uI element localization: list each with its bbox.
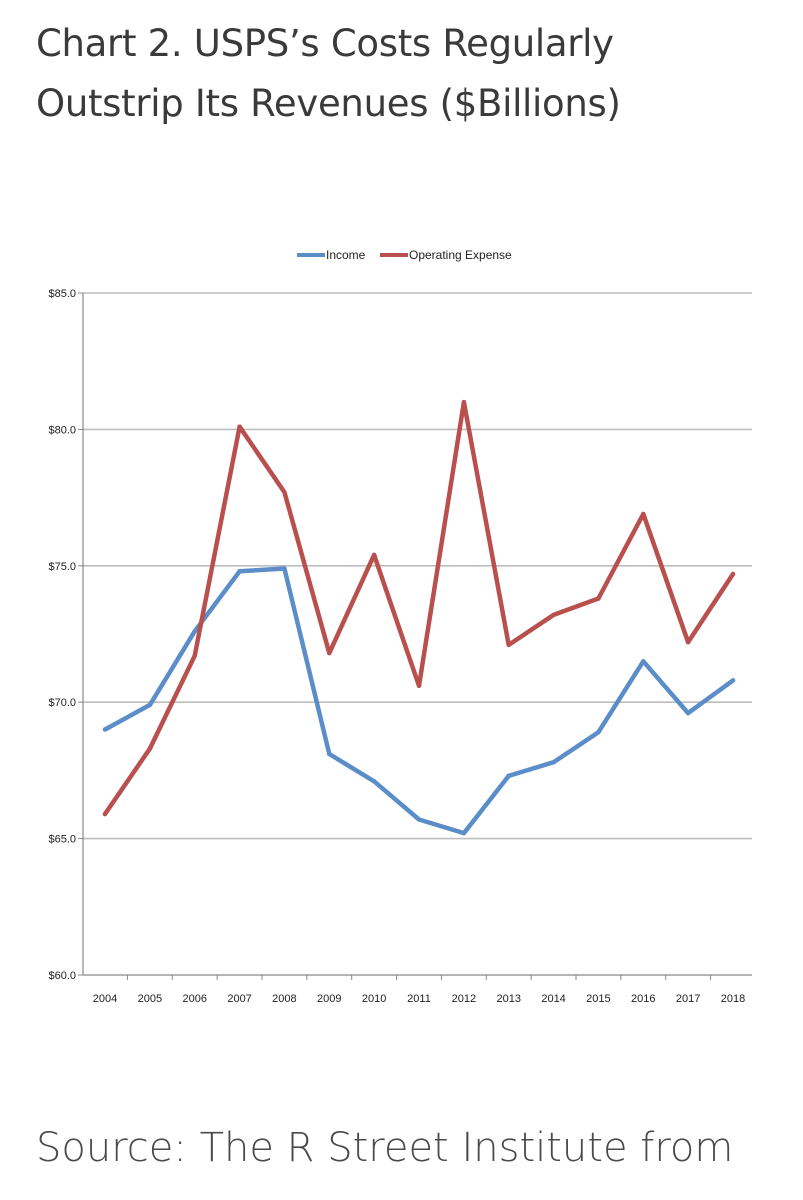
x-tick-label: 2017 xyxy=(676,993,700,1005)
x-tick-label: 2009 xyxy=(317,993,341,1005)
data-point xyxy=(416,817,422,822)
data-point xyxy=(282,566,287,571)
data-point xyxy=(192,653,197,659)
data-point xyxy=(282,489,287,495)
x-tick-label: 2007 xyxy=(227,993,251,1005)
data-point xyxy=(102,727,108,732)
x-tick-label: 2006 xyxy=(182,993,206,1005)
chart-title: Chart 2. USPS’s Costs Regularly Outstrip… xyxy=(36,14,776,134)
data-point xyxy=(147,702,153,708)
data-point xyxy=(461,830,467,836)
chart-title-line-2: Outstrip Its Revenues ($Billions) xyxy=(36,82,621,125)
data-point xyxy=(506,773,511,779)
x-tick-label: 2018 xyxy=(721,993,745,1005)
x-tick-label: 2014 xyxy=(541,993,565,1005)
x-axis-tick-labels: 2004 2005 2006 2007 2008 2009 2010 2011 2012 2013… xyxy=(93,993,745,1005)
y-tick-label: $85.0 xyxy=(48,288,76,300)
data-point xyxy=(551,612,556,618)
legend-label: Income xyxy=(326,248,366,262)
data-point xyxy=(596,596,601,601)
line-chart: Income Operating Expense $60.0$65.0$70.0$… xyxy=(48,248,752,1005)
data-point xyxy=(327,751,332,757)
data-point xyxy=(147,746,153,751)
series-line-operating-expense xyxy=(102,399,736,817)
data-point xyxy=(551,760,556,765)
data-point xyxy=(192,629,197,634)
data-point xyxy=(730,678,736,683)
x-tick-label: 2015 xyxy=(586,993,610,1005)
chart-legend: Income Operating Expense xyxy=(297,248,512,262)
data-point xyxy=(371,779,377,784)
series-line-income xyxy=(102,566,736,836)
data-point xyxy=(102,811,108,817)
chart-series xyxy=(102,399,736,836)
chart-title-line-1: Chart 2. USPS’s Costs Regularly xyxy=(36,22,614,65)
data-point xyxy=(685,710,691,716)
data-point xyxy=(641,659,646,664)
y-tick-label: $65.0 xyxy=(48,834,76,846)
x-tick-label: 2016 xyxy=(631,993,655,1005)
y-axis-tick-labels: $60.0 $65.0 $70.0 $75.0 $80.0 $85.0 xyxy=(48,288,76,982)
source-note: Source: The R Street Institute from xyxy=(36,1125,734,1171)
y-tick-label: $70.0 xyxy=(48,697,76,709)
data-point xyxy=(327,650,332,656)
y-tick-label: $80.0 xyxy=(48,424,76,436)
x-tick-label: 2013 xyxy=(496,993,520,1005)
y-tick-label: $75.0 xyxy=(48,561,76,573)
data-point xyxy=(371,552,377,558)
data-point xyxy=(730,571,736,577)
data-point xyxy=(416,683,422,689)
x-tick-label: 2008 xyxy=(272,993,296,1005)
x-tick-label: 2011 xyxy=(407,993,431,1005)
x-tick-label: 2012 xyxy=(452,993,476,1005)
legend-label: Operating Expense xyxy=(409,248,512,262)
chart-axes xyxy=(78,292,752,980)
x-tick-label: 2010 xyxy=(362,993,386,1005)
data-point xyxy=(237,569,242,574)
x-tick-label: 2005 xyxy=(138,993,162,1005)
chart-gridlines xyxy=(83,292,752,840)
data-point xyxy=(685,639,691,645)
data-point xyxy=(596,730,601,735)
x-tick-label: 2004 xyxy=(93,993,117,1005)
data-point xyxy=(461,399,467,405)
data-point xyxy=(237,424,242,429)
y-tick-label: $60.0 xyxy=(48,970,76,982)
data-point xyxy=(506,642,511,648)
data-point xyxy=(641,511,646,517)
